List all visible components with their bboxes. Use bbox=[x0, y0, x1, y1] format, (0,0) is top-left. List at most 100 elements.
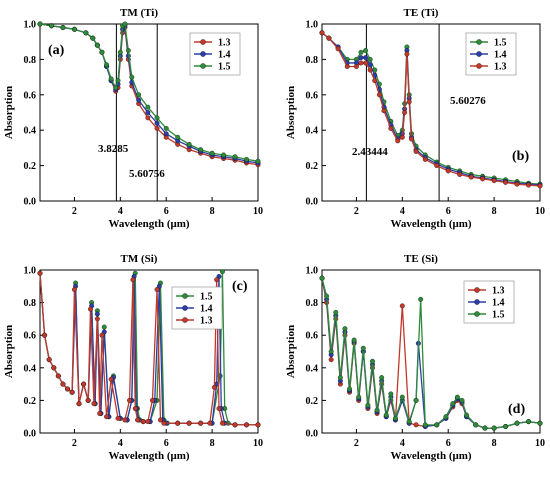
y-tick-label: 1.0 bbox=[306, 20, 319, 31]
x-axis-title: Wavelength (μm) bbox=[390, 218, 471, 230]
y-tick-label: 0.8 bbox=[306, 55, 319, 66]
legend-entry: 1.5 bbox=[494, 38, 507, 49]
data-point bbox=[135, 417, 140, 423]
series-1.3 bbox=[37, 270, 261, 428]
data-point bbox=[88, 306, 93, 312]
x-tick-label: 4 bbox=[400, 206, 405, 217]
data-point bbox=[434, 422, 440, 428]
data-point bbox=[328, 349, 334, 354]
data-point bbox=[76, 401, 82, 407]
annotation-label: 5.60276 bbox=[450, 95, 486, 107]
legend-entry: 1.5 bbox=[218, 62, 231, 73]
data-point bbox=[219, 420, 225, 426]
data-point bbox=[130, 277, 136, 283]
data-point bbox=[370, 358, 375, 364]
data-point bbox=[175, 420, 181, 426]
data-point bbox=[351, 337, 357, 343]
data-point bbox=[99, 332, 105, 338]
data-point bbox=[94, 316, 100, 322]
data-point bbox=[434, 163, 440, 169]
data-point bbox=[413, 397, 419, 403]
data-point bbox=[127, 397, 132, 403]
legend-entry: 1.5 bbox=[492, 310, 505, 321]
data-point bbox=[232, 422, 238, 428]
y-tick-label: 0.2 bbox=[306, 161, 319, 172]
data-point bbox=[129, 74, 135, 80]
data-point bbox=[413, 148, 419, 154]
data-point bbox=[99, 49, 105, 55]
data-point bbox=[163, 125, 169, 131]
data-point bbox=[145, 110, 151, 115]
data-point bbox=[324, 293, 330, 299]
data-point bbox=[422, 422, 428, 428]
legend-entry: 1.3 bbox=[218, 38, 231, 49]
data-point bbox=[42, 332, 48, 338]
data-point bbox=[374, 407, 380, 413]
legend-entry: 1.3 bbox=[492, 286, 505, 297]
data-point bbox=[537, 420, 543, 426]
data-point bbox=[255, 422, 261, 428]
data-point bbox=[319, 30, 325, 36]
annotation-label: 3.8285 bbox=[98, 143, 129, 155]
data-point bbox=[198, 420, 204, 426]
y-tick-label: 0.6 bbox=[24, 331, 37, 342]
data-point bbox=[376, 92, 382, 98]
data-point bbox=[198, 147, 204, 153]
data-point bbox=[108, 376, 114, 382]
data-point bbox=[399, 303, 405, 309]
data-point bbox=[491, 178, 497, 184]
data-point bbox=[69, 389, 75, 395]
data-point bbox=[326, 35, 332, 41]
legend-entry: 1.5 bbox=[200, 292, 213, 303]
data-point bbox=[149, 397, 155, 403]
data-point bbox=[383, 412, 389, 418]
data-point bbox=[104, 62, 109, 68]
data-point bbox=[367, 56, 373, 62]
x-tick-label: 8 bbox=[492, 438, 497, 449]
data-point bbox=[55, 373, 61, 379]
data-point bbox=[445, 168, 451, 174]
data-point bbox=[514, 420, 520, 426]
data-point bbox=[526, 419, 531, 425]
data-point bbox=[335, 46, 341, 52]
data-point bbox=[514, 181, 520, 187]
data-point bbox=[399, 394, 405, 400]
y-axis-title: Absorption bbox=[3, 86, 15, 139]
data-point bbox=[60, 25, 66, 30]
panel-tag: (c) bbox=[232, 279, 248, 294]
legend-swatch-marker bbox=[476, 39, 482, 45]
chart-panel-c: 0.0 0.2 0.4 0.6 0.8 1.0 2 4 6 8 10 Wavelength (μm) A… bbox=[3, 253, 263, 462]
data-point bbox=[457, 171, 463, 177]
y-tick-label: 1.0 bbox=[24, 266, 37, 277]
data-point bbox=[216, 406, 222, 411]
data-point bbox=[113, 85, 119, 91]
data-point bbox=[381, 108, 387, 114]
data-point bbox=[145, 419, 151, 425]
x-tick-label: 6 bbox=[164, 438, 169, 449]
data-point bbox=[333, 309, 339, 315]
data-point bbox=[503, 179, 509, 185]
data-point bbox=[353, 64, 359, 69]
data-point bbox=[122, 21, 128, 27]
x-tick-label: 2 bbox=[354, 206, 359, 217]
data-point bbox=[464, 412, 470, 418]
legend-swatch-marker bbox=[182, 317, 188, 323]
data-point bbox=[219, 269, 225, 275]
data-point bbox=[94, 311, 100, 317]
data-point bbox=[154, 125, 160, 131]
data-point bbox=[358, 60, 364, 66]
data-point bbox=[399, 134, 405, 140]
y-tick-label: 0.8 bbox=[306, 298, 319, 309]
x-tick-label: 4 bbox=[118, 438, 123, 449]
annotation-label: 2.43444 bbox=[352, 146, 388, 158]
data-point bbox=[491, 425, 497, 431]
data-point bbox=[337, 375, 343, 381]
chart-panel-a: 0.0 0.2 0.4 0.6 0.8 1.0 2 4 6 8 10 Wavelength (μm) A… bbox=[3, 7, 263, 230]
data-point bbox=[468, 174, 474, 180]
data-point bbox=[211, 384, 217, 390]
legend-swatch-marker bbox=[200, 63, 206, 69]
panel-title: TE (Si) bbox=[404, 253, 438, 265]
data-point bbox=[108, 76, 114, 82]
data-point bbox=[65, 386, 70, 392]
